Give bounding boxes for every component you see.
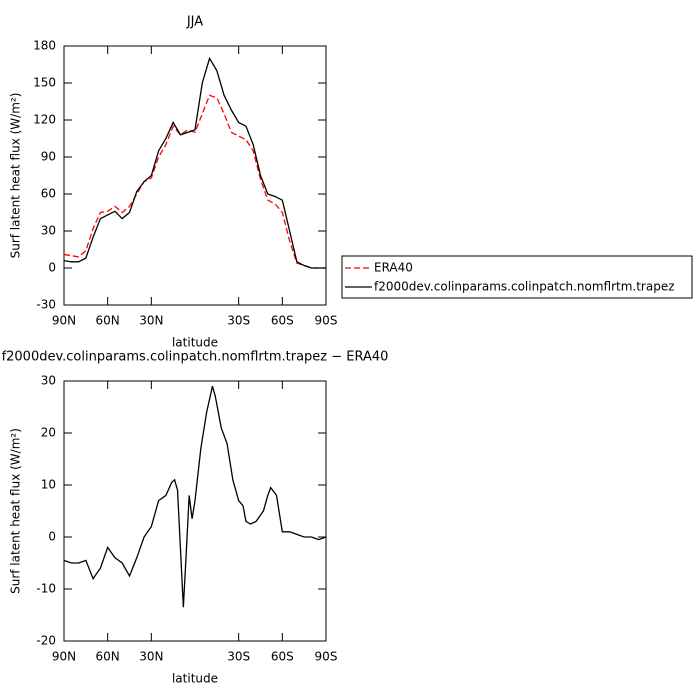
- chart-title: f2000dev.colinparams.colinpatch.nomflrtm…: [2, 350, 389, 365]
- data-line: [63, 386, 327, 608]
- y-tick-label: 180: [33, 39, 56, 53]
- y-tick-label: 0: [48, 530, 56, 544]
- x-tick-label: 60S: [271, 650, 294, 664]
- x-tick-label: 30N: [139, 314, 163, 328]
- x-tick-label: 90S: [315, 314, 338, 328]
- x-tick-label: 30S: [227, 650, 250, 664]
- x-tick-label: 60S: [271, 314, 294, 328]
- data-line: [63, 56, 326, 269]
- x-tick-label: 60N: [96, 650, 120, 664]
- y-axis-label: Surf latent heat flux (W/m²): [9, 428, 23, 594]
- plot-frame: [63, 45, 327, 306]
- x-tick-label: 90S: [315, 650, 338, 664]
- x-axis-label: latitude: [172, 672, 218, 686]
- chart-title: JJA: [186, 15, 203, 30]
- data-line: [63, 94, 326, 269]
- y-tick-label: -20: [36, 634, 56, 648]
- y-tick-label: 30: [41, 374, 56, 388]
- legend-label: ERA40: [374, 261, 413, 275]
- legend-label: f2000dev.colinparams.colinpatch.nomflrtm…: [374, 280, 675, 294]
- y-tick-label: 20: [41, 426, 56, 440]
- x-tick-label: 30N: [139, 650, 163, 664]
- y-axis-label: Surf latent heat flux (W/m²): [9, 93, 23, 259]
- y-tick-label: 0: [48, 261, 56, 275]
- y-tick-label: 30: [41, 224, 56, 238]
- y-tick-label: 60: [41, 187, 56, 201]
- plot-frame: [63, 380, 327, 642]
- x-axis-label: latitude: [172, 336, 218, 350]
- y-tick-label: -30: [36, 298, 56, 312]
- x-tick-label: 60N: [96, 314, 120, 328]
- x-tick-label: 90N: [52, 650, 76, 664]
- x-tick-label: 30S: [227, 314, 250, 328]
- y-tick-label: -10: [36, 582, 56, 596]
- legend-box: [341, 255, 693, 299]
- y-tick-label: 150: [33, 76, 56, 90]
- y-tick-label: 90: [41, 150, 56, 164]
- y-tick-label: 10: [41, 478, 56, 492]
- y-tick-label: 120: [33, 113, 56, 127]
- x-tick-label: 90N: [52, 314, 76, 328]
